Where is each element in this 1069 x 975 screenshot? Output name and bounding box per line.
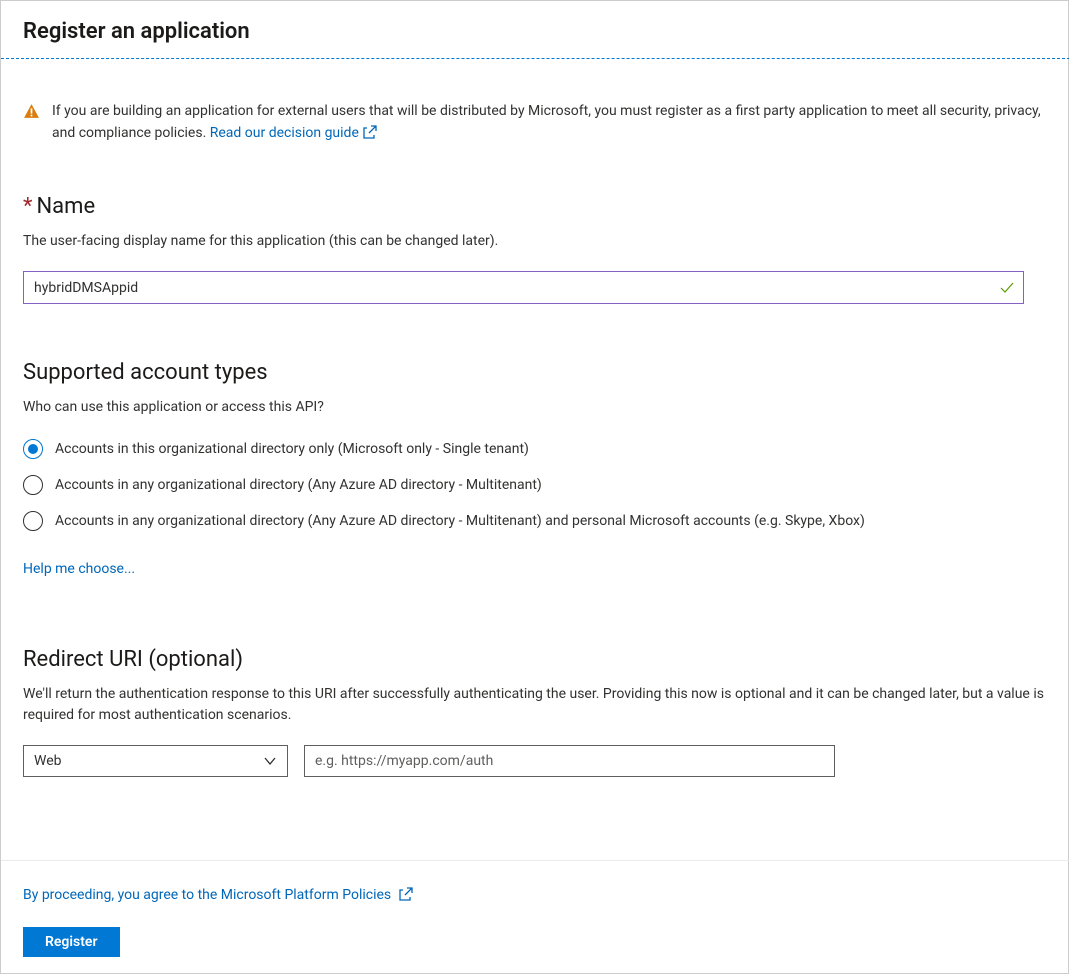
help-me-choose-link[interactable]: Help me choose... [23, 561, 135, 577]
info-banner-message: If you are building an application for e… [52, 103, 1041, 141]
redirect-uri-input[interactable] [304, 745, 835, 777]
radio-dot [28, 444, 38, 454]
page-header: Register an application [1, 1, 1069, 58]
warning-icon [23, 103, 40, 120]
external-link-icon [363, 125, 377, 139]
redirect-uri-description: We'll return the authentication response… [23, 684, 1048, 727]
external-link-icon [399, 887, 413, 901]
platform-select-value: Web [34, 753, 263, 769]
radio-circle-selected [23, 439, 43, 459]
app-name-input[interactable] [23, 271, 1024, 304]
redirect-uri-title: Redirect URI (optional) [23, 647, 1048, 672]
radio-circle [23, 511, 43, 531]
account-types-description: Who can use this application or access t… [23, 397, 1048, 419]
redirect-uri-section: Redirect URI (optional) We'll return the… [23, 647, 1048, 777]
decision-guide-link[interactable]: Read our decision guide [210, 125, 377, 141]
required-asterisk: * [23, 194, 32, 219]
register-button[interactable]: Register [23, 927, 120, 957]
radio-label: Accounts in this organizational director… [55, 441, 529, 457]
name-title-text: Name [36, 194, 95, 219]
decision-guide-link-text: Read our decision guide [210, 125, 359, 141]
platform-select[interactable]: Web [23, 745, 288, 777]
account-types-title: Supported account types [23, 360, 1048, 385]
name-section: *Name The user-facing display name for t… [23, 194, 1048, 304]
page-title: Register an application [23, 19, 1048, 44]
page-footer: By proceeding, you agree to the Microsof… [1, 860, 1069, 975]
chevron-down-icon [263, 754, 277, 768]
radio-circle [23, 475, 43, 495]
account-types-radio-group: Accounts in this organizational director… [23, 439, 1048, 531]
name-section-description: The user-facing display name for this ap… [23, 231, 1048, 253]
radio-label: Accounts in any organizational directory… [55, 513, 865, 529]
account-types-section: Supported account types Who can use this… [23, 360, 1048, 577]
check-icon [999, 280, 1015, 296]
platform-policies-text: By proceeding, you agree to the Microsof… [23, 887, 391, 903]
redirect-uri-row: Web [23, 745, 1048, 777]
radio-label: Accounts in any organizational directory… [55, 477, 542, 493]
radio-option-single-tenant[interactable]: Accounts in this organizational director… [23, 439, 1048, 459]
platform-policies-link[interactable]: By proceeding, you agree to the Microsof… [23, 887, 413, 903]
info-banner-text: If you are building an application for e… [52, 101, 1048, 144]
name-input-wrapper [23, 271, 1024, 304]
radio-option-multitenant-personal[interactable]: Accounts in any organizational directory… [23, 511, 1048, 531]
info-banner: If you are building an application for e… [23, 59, 1048, 152]
name-section-title: *Name [23, 194, 1048, 219]
radio-option-multitenant[interactable]: Accounts in any organizational directory… [23, 475, 1048, 495]
